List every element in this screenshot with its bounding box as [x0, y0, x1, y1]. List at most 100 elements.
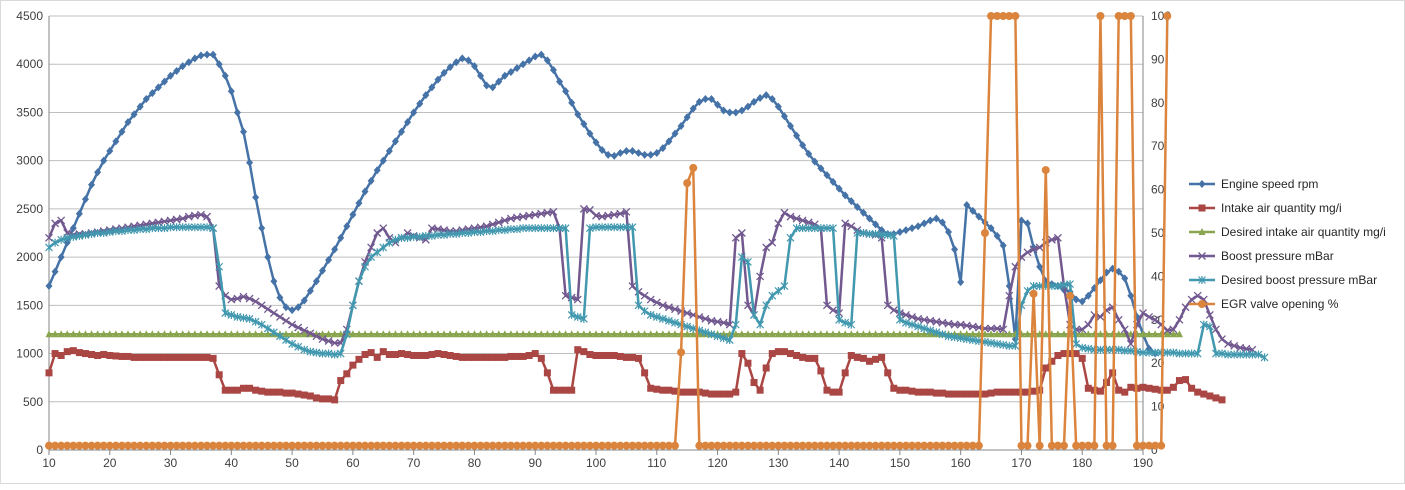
data-point	[579, 441, 588, 450]
data-point	[701, 389, 709, 397]
data-point	[780, 330, 788, 338]
data-point	[513, 352, 521, 360]
data-point	[1126, 339, 1135, 348]
data-point	[483, 353, 491, 361]
data-point	[100, 156, 108, 165]
data-point	[124, 352, 132, 360]
data-point	[379, 348, 387, 356]
data-point	[203, 223, 211, 232]
data-point	[282, 330, 290, 338]
data-point	[185, 353, 193, 361]
axes: 0500100015002000250030003500400045000102…	[16, 9, 1171, 470]
data-point	[780, 441, 789, 450]
data-point	[555, 441, 564, 450]
data-point	[531, 52, 539, 61]
data-point	[1115, 330, 1123, 338]
data-point	[720, 106, 728, 115]
data-point	[385, 351, 393, 359]
data-point	[1120, 325, 1129, 334]
data-point	[209, 330, 217, 338]
data-point	[1078, 354, 1086, 362]
data-point	[1163, 348, 1172, 357]
data-point	[592, 211, 600, 220]
data-point	[598, 146, 606, 155]
data-point	[404, 351, 412, 359]
data-point	[944, 332, 953, 341]
data-point	[531, 224, 540, 233]
data-point	[173, 330, 181, 338]
data-point	[367, 243, 376, 252]
data-point	[993, 324, 1002, 333]
data-point	[561, 441, 570, 450]
data-point	[634, 301, 643, 310]
data-point	[641, 330, 649, 338]
legend-item: Desired intake air quantity mg/i	[1189, 225, 1386, 239]
data-point	[616, 441, 625, 450]
data-point	[658, 441, 667, 450]
data-point	[51, 219, 60, 228]
data-point	[154, 83, 162, 92]
data-point	[652, 441, 661, 450]
data-point	[829, 441, 838, 450]
data-point	[257, 441, 266, 450]
legend-item: Boost pressure mBar	[1189, 249, 1334, 263]
data-point	[865, 441, 874, 450]
data-point	[774, 102, 782, 111]
data-point	[968, 336, 977, 345]
data-point	[579, 314, 588, 323]
data-point	[525, 224, 534, 233]
data-point	[628, 353, 636, 361]
x-tick-label: 120	[708, 456, 728, 470]
data-point	[859, 208, 867, 217]
data-point	[251, 441, 260, 450]
data-point	[239, 441, 248, 450]
data-point	[866, 357, 873, 365]
data-point	[574, 110, 582, 119]
data-point	[154, 330, 162, 338]
data-point	[1042, 364, 1050, 372]
data-point	[598, 330, 606, 338]
data-point	[422, 330, 430, 338]
data-point	[221, 330, 229, 338]
x-tick-label: 40	[225, 456, 239, 470]
data-point	[100, 351, 108, 359]
data-point	[835, 441, 844, 450]
data-point	[580, 120, 588, 129]
data-point	[124, 330, 132, 338]
data-point	[1115, 386, 1123, 394]
data-point	[319, 266, 326, 275]
data-point	[1084, 441, 1093, 450]
data-point	[914, 330, 922, 338]
data-point	[75, 441, 84, 450]
data-point	[1182, 376, 1190, 384]
data-point	[154, 224, 163, 233]
data-point	[817, 367, 825, 375]
data-point	[963, 330, 971, 338]
data-point	[483, 330, 491, 338]
data-point	[361, 441, 370, 450]
data-point	[866, 330, 873, 338]
data-point	[604, 330, 612, 338]
data-point	[926, 441, 935, 450]
data-point	[567, 310, 576, 319]
data-point	[1121, 274, 1129, 283]
data-point	[45, 330, 53, 338]
data-point	[130, 441, 139, 450]
data-point	[628, 330, 636, 338]
data-point	[720, 390, 728, 398]
data-point	[94, 330, 102, 338]
data-point	[513, 64, 521, 73]
data-point	[756, 330, 764, 338]
data-point	[871, 441, 880, 450]
data-point	[1163, 330, 1171, 338]
data-point	[592, 351, 600, 359]
x-tick-label: 10	[42, 456, 56, 470]
data-point	[264, 388, 272, 396]
data-point	[282, 316, 290, 325]
data-point	[118, 127, 126, 136]
data-point	[798, 441, 807, 450]
data-point	[1023, 441, 1032, 450]
data-point	[197, 330, 205, 338]
data-point	[586, 351, 594, 359]
data-point	[737, 253, 746, 262]
